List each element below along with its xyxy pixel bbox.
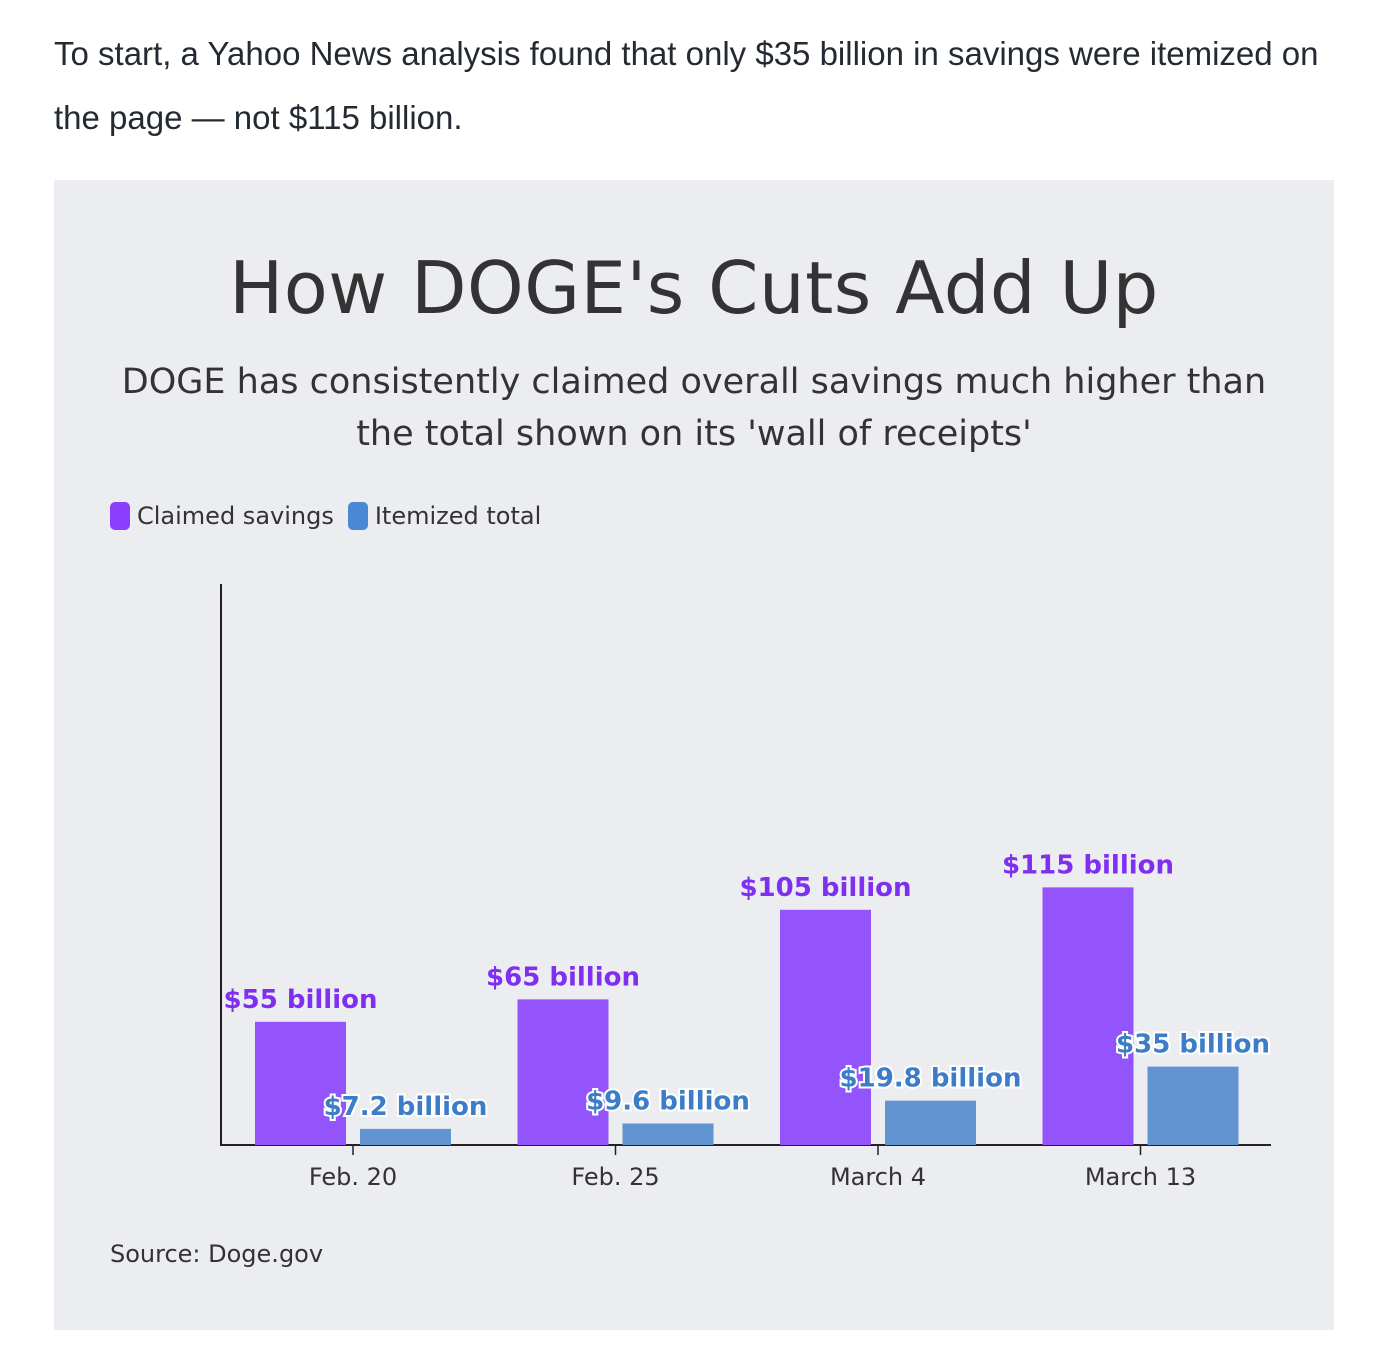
bar-itemized-0 xyxy=(360,1128,451,1145)
bar-claimed-1 xyxy=(517,999,609,1145)
bar-claimed-0 xyxy=(255,1021,346,1145)
data-label-claimed-0: $55 billion xyxy=(224,985,378,1015)
bar-itemized-1 xyxy=(622,1123,714,1145)
legend-label-itemized: Itemized total xyxy=(374,502,542,530)
bar-claimed-3 xyxy=(1042,887,1134,1145)
data-label-itemized-0: $7.2 billion xyxy=(324,1092,488,1122)
legend-swatch-itemized xyxy=(347,502,368,530)
bar-itemized-3 xyxy=(1147,1066,1239,1145)
x-tick-label-0: Feb. 20 xyxy=(309,1163,397,1191)
chart-figure: How DOGE's Cuts Add Up DOGE has consiste… xyxy=(54,180,1334,1330)
data-label-itemized-3: $35 billion xyxy=(1116,1030,1270,1060)
legend-item-itemized: Itemized total xyxy=(347,502,542,530)
chart-title: How DOGE's Cuts Add Up xyxy=(229,246,1159,330)
bar-chart-svg: $55 billion $7.2 billion Feb. 20 $65 billio… xyxy=(220,584,1272,1191)
bar-itemized-2 xyxy=(885,1100,976,1145)
data-label-claimed-1: $65 billion xyxy=(486,962,640,992)
data-label-claimed-2: $105 billion xyxy=(739,873,911,903)
data-label-itemized-1: $9.6 billion xyxy=(586,1086,750,1116)
data-label-claimed-3: $115 billion xyxy=(1002,850,1174,880)
legend-label-claimed: Claimed savings xyxy=(137,502,334,530)
x-tick-label-1: Feb. 25 xyxy=(571,1163,659,1191)
data-label-itemized-2: $19.8 billion xyxy=(840,1064,1022,1094)
chart-source: Source: Doge.gov xyxy=(110,1240,324,1268)
legend-item-claimed: Claimed savings xyxy=(110,502,334,530)
bar-claimed-2 xyxy=(780,909,871,1145)
chart-legend: Claimed savings Itemized total xyxy=(110,502,555,530)
legend-swatch-claimed xyxy=(110,502,130,530)
x-tick-label-2: March 4 xyxy=(830,1163,926,1191)
chart-subtitle: DOGE has consistently claimed overall sa… xyxy=(121,362,1267,454)
article-intro-text: To start, a Yahoo News analysis found th… xyxy=(54,35,1319,136)
x-tick-label-3: March 13 xyxy=(1085,1163,1196,1191)
